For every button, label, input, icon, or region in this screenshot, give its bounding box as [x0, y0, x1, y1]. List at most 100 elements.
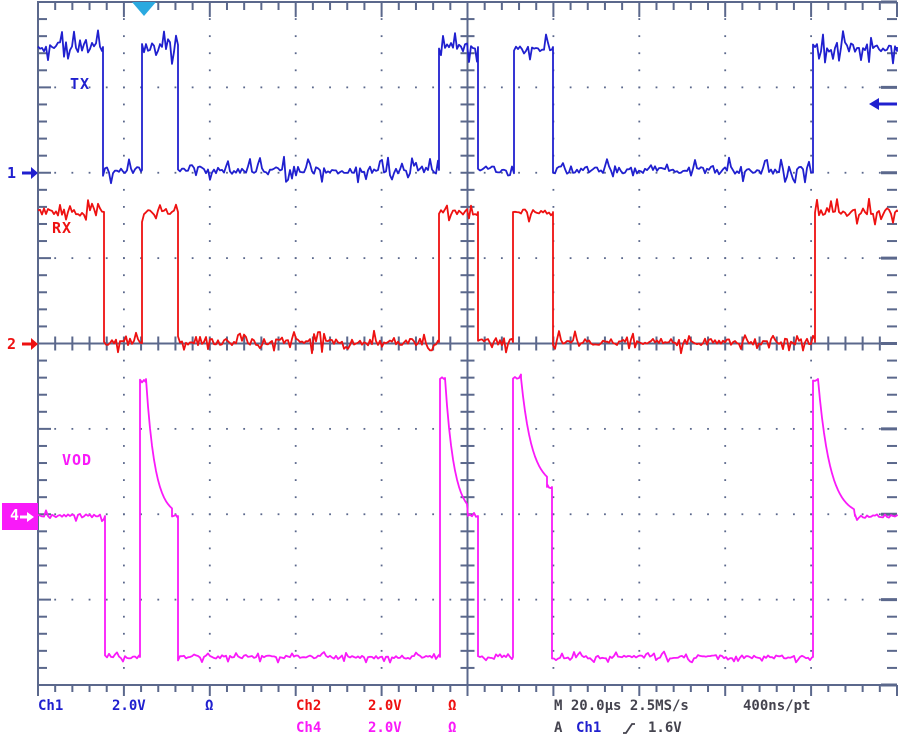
grid-dot: [260, 171, 263, 174]
grid-dot: [294, 632, 297, 635]
grid-dot: [638, 171, 641, 174]
grid-dot: [140, 86, 142, 89]
ch1-label: Ch1: [38, 698, 64, 714]
grid-dot: [604, 257, 606, 260]
grid-dot: [638, 376, 641, 379]
grid-dot: [123, 137, 125, 140]
grid-dot: [123, 325, 125, 328]
grid-dot: [105, 86, 108, 89]
grid-dot: [191, 86, 194, 89]
grid-dot: [363, 598, 366, 601]
grid-dot: [810, 69, 812, 72]
grid-dot: [277, 427, 280, 430]
grid-dot: [294, 581, 297, 584]
grid-dot: [123, 52, 125, 55]
grid-dot: [518, 513, 520, 516]
grid-dot: [208, 86, 211, 89]
trace-vod: [37, 373, 898, 664]
grid-dot: [535, 86, 538, 89]
grid-dot: [810, 206, 812, 208]
grid-dot: [208, 223, 211, 225]
grid-dot: [294, 547, 297, 550]
grid-dot: [827, 257, 830, 260]
grid-dot: [724, 154, 727, 157]
grid-dot: [208, 513, 211, 516]
grid-dot: [123, 291, 125, 294]
grid-dot: [844, 598, 847, 601]
grid-dot: [208, 598, 211, 601]
grid-dot: [810, 86, 812, 89]
grid-dot: [105, 598, 108, 601]
grid-dot: [346, 427, 349, 430]
grid-dot: [157, 257, 160, 260]
grid-dot: [552, 359, 555, 362]
grid-dot: [432, 171, 435, 174]
grid-dot: [810, 598, 812, 601]
grid-dot: [638, 581, 641, 584]
grid-dot: [449, 513, 452, 516]
grid-dot: [380, 564, 383, 567]
grid-dot: [311, 513, 314, 516]
grid-dot: [672, 86, 675, 89]
grid-dot: [397, 513, 400, 516]
grid-dot: [810, 35, 812, 38]
grid-dot: [844, 171, 847, 174]
grid-dot: [878, 257, 881, 260]
grid-dot: [123, 581, 125, 584]
grid-dot: [483, 171, 486, 174]
grid-dot: [724, 206, 727, 208]
grid-dot: [123, 530, 125, 533]
grid-dot: [174, 171, 177, 174]
grid-dot: [810, 240, 812, 242]
ch4-label: Ch4: [296, 720, 322, 736]
grid-dot: [88, 257, 91, 260]
grid-dot: [638, 462, 641, 464]
grid-dot: [552, 393, 555, 396]
grid-dot: [208, 120, 211, 123]
grid-dot: [380, 393, 383, 396]
grid-dot: [621, 257, 624, 260]
grid-dot: [552, 649, 555, 652]
grid-dot: [569, 598, 572, 601]
grid-dot: [294, 530, 297, 533]
grid-dot: [294, 257, 297, 260]
grid-dot: [878, 598, 881, 601]
grid-dot: [810, 103, 812, 106]
grid-dot: [689, 257, 692, 260]
grid-dot: [208, 18, 211, 20]
grid-dot: [483, 257, 486, 260]
grid-dot: [827, 427, 830, 430]
grid-dot: [123, 547, 125, 550]
grid-dot: [810, 513, 812, 516]
grid-dot: [724, 223, 727, 225]
grid-dot: [294, 325, 297, 328]
grid-dot: [638, 427, 641, 430]
trace-label-vod: VOD: [62, 451, 93, 469]
grid-dot: [535, 171, 538, 174]
grid-dot: [621, 513, 624, 516]
grid-dot: [552, 632, 555, 635]
grid-dot: [54, 513, 57, 516]
grid-dot: [724, 598, 727, 601]
trigger-mode-label: A: [554, 720, 563, 736]
timebase-readout: M 20.0µs 2.5MS/s: [554, 698, 689, 714]
grid-dot: [724, 496, 727, 499]
grid-dot: [878, 427, 881, 430]
grid-dot: [380, 530, 383, 533]
grid-dot: [380, 35, 383, 38]
grid-dot: [123, 513, 125, 516]
grid-dot: [569, 427, 572, 430]
grid-dot: [655, 513, 658, 516]
grid-dot: [208, 581, 211, 584]
grid-dot: [724, 564, 727, 567]
grid-dot: [552, 598, 555, 601]
grid-dot: [123, 206, 125, 208]
grid-dot: [380, 667, 383, 669]
grid-dot: [123, 667, 125, 669]
grid-dot: [724, 342, 727, 345]
grid-dot: [638, 496, 641, 499]
grid-dot: [466, 86, 469, 89]
grid-dot: [329, 257, 331, 260]
grid-dot: [88, 171, 91, 174]
grid-dot: [500, 171, 503, 174]
